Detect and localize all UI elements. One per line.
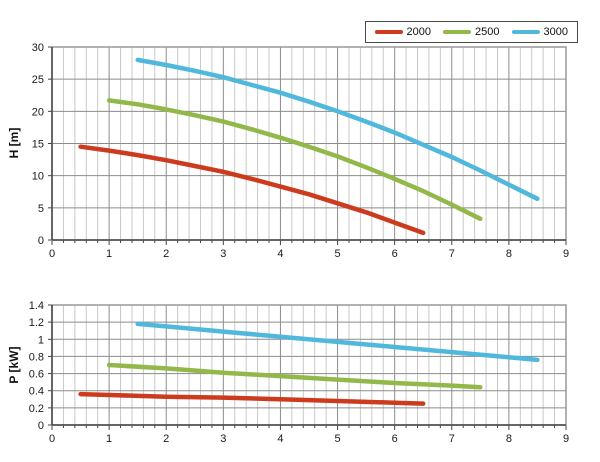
legend: 2000 2500 3000 <box>364 21 578 43</box>
y-tick-label: 0.8 <box>29 351 44 363</box>
legend-label: 2000 <box>406 26 432 38</box>
y-tick-label: 0 <box>38 235 44 247</box>
x-tick-label: 7 <box>449 433 455 445</box>
x-tick-label: 4 <box>277 248 283 260</box>
x-tick-label: 4 <box>277 433 283 445</box>
plot-1: 0 1 2 3 4 5 6 7 8 9 0 0.2 0.4 0.6 0.8 1 1.2 1.4 <box>29 300 569 445</box>
x-tick-label: 2 <box>163 248 169 260</box>
x-tick-label: 1 <box>106 248 112 260</box>
series-line-2000 <box>78 144 426 236</box>
legend-swatch-2500 <box>443 30 472 34</box>
x-tick-label: 0 <box>49 248 55 260</box>
y-tick-label: 1.4 <box>29 300 44 312</box>
y-tick-label: 15 <box>32 139 44 151</box>
y-tick-label: 1 <box>38 334 44 346</box>
x-tick-label: 9 <box>563 248 569 260</box>
x-tick-label: 6 <box>392 248 398 260</box>
legend-swatch-3000 <box>511 30 540 34</box>
series-line-3000 <box>135 321 540 363</box>
x-tick-label: 3 <box>220 433 226 445</box>
x-tick-label: 5 <box>334 433 340 445</box>
legend-item-3000: 3000 <box>511 26 568 38</box>
x-tick-label: 1 <box>106 433 112 445</box>
legend-label: 2500 <box>475 26 500 38</box>
x-tick-label: 8 <box>506 248 512 260</box>
h-axis-title: H [m] <box>7 127 21 159</box>
x-tick-label: 6 <box>392 433 398 445</box>
legend-swatch-2000 <box>374 30 403 34</box>
series-line-2500 <box>106 98 483 222</box>
y-tick-label: 30 <box>32 42 44 54</box>
y-tick-label: 0 <box>38 420 44 432</box>
series-line-3000 <box>135 57 540 202</box>
legend-item-2000: 2000 <box>374 26 432 38</box>
x-tick-label: 9 <box>563 433 569 445</box>
y-tick-label: 25 <box>32 74 44 86</box>
y-tick-label: 0.2 <box>29 403 44 415</box>
x-tick-label: 7 <box>449 248 455 260</box>
p-axis-title: P [kW] <box>7 346 21 384</box>
legend-label: 3000 <box>543 26 568 38</box>
y-tick-label: 0.6 <box>29 369 44 381</box>
x-tick-label: 2 <box>163 433 169 445</box>
x-tick-label: 5 <box>334 248 340 260</box>
x-tick-label: 8 <box>506 433 512 445</box>
y-tick-label: 5 <box>38 203 44 215</box>
plot-0: 0 1 2 3 4 5 6 7 8 9 0 5 10 15 20 25 30 <box>32 42 569 260</box>
y-tick-label: 20 <box>32 106 44 118</box>
y-tick-label: 10 <box>32 171 44 183</box>
y-tick-label: 0.4 <box>29 386 44 398</box>
legend-item-2500: 2500 <box>443 26 500 38</box>
x-tick-label: 0 <box>49 433 55 445</box>
series-line-2500 <box>106 362 483 390</box>
x-tick-label: 3 <box>220 248 226 260</box>
series-line-2000 <box>78 391 426 406</box>
y-tick-label: 1.2 <box>29 317 44 329</box>
